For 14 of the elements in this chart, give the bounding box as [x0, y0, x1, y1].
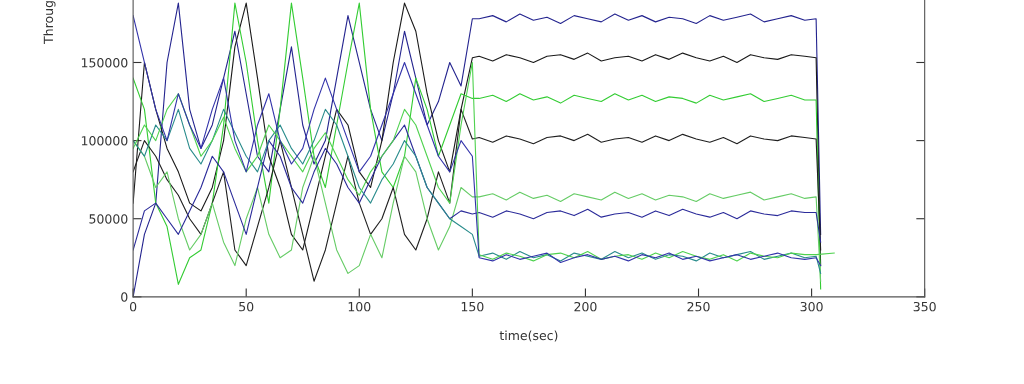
x-tick-label: 0 [129, 301, 137, 312]
x-tick-label: 200 [574, 301, 597, 312]
x-tick-label: 150 [461, 301, 484, 312]
y-tick-label: 150000 [81, 57, 128, 68]
y-tick-label: 0 [121, 292, 128, 302]
y-axis-title: Throug [43, 1, 56, 44]
x-axis-title: time(sec) [499, 330, 558, 342]
x-tick-label: 50 [239, 301, 254, 312]
x-tick-label: 350 [913, 301, 936, 312]
x-tick-label: 250 [687, 301, 710, 312]
x-tick-label: 100 [348, 301, 371, 312]
y-tick-label: 50000 [89, 214, 128, 224]
x-tick-label: 300 [800, 301, 823, 312]
y-tick-label: 100000 [81, 136, 128, 146]
